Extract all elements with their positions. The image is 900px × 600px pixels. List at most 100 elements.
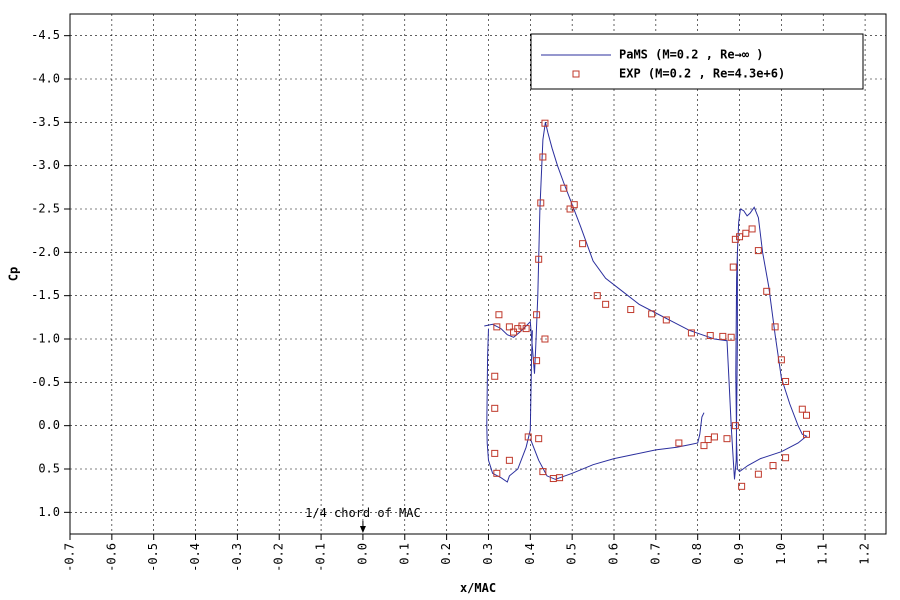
- exp-marker: [754, 470, 762, 478]
- exp-marker: [602, 300, 610, 308]
- y-tick-label: -0.5: [31, 375, 60, 389]
- x-tick-label: 0.8: [690, 543, 704, 565]
- exp-marker: [731, 422, 739, 430]
- x-tick-label: 1.2: [858, 543, 872, 565]
- exp-marker: [539, 153, 547, 161]
- x-tick-label: 0.0: [355, 543, 369, 565]
- exp-marker: [719, 332, 727, 340]
- exp-marker: [777, 356, 785, 364]
- exp-marker: [662, 316, 670, 324]
- exp-marker: [493, 469, 501, 477]
- exp-marker: [493, 323, 501, 331]
- y-axis-title: Cp: [7, 267, 21, 281]
- exp-marker: [748, 225, 756, 233]
- exp-marker: [505, 323, 513, 331]
- exp-marker: [706, 332, 714, 340]
- exp-marker: [533, 357, 541, 365]
- exp-marker: [675, 439, 683, 447]
- x-tick-label: 0.4: [523, 543, 537, 565]
- x-tick-label: -0.4: [188, 543, 202, 572]
- exp-marker: [782, 377, 790, 385]
- x-tick-label: 0.1: [397, 543, 411, 565]
- x-tick-label: -0.1: [314, 543, 328, 572]
- exp-marker: [549, 475, 557, 483]
- exp-marker: [491, 449, 499, 457]
- exp-marker: [704, 436, 712, 444]
- x-tick-label: 1.0: [774, 543, 788, 565]
- exp-marker: [541, 119, 549, 127]
- exp-marker: [771, 323, 779, 331]
- exp-marker: [723, 435, 731, 443]
- exp-marker: [579, 240, 587, 248]
- legend-marker-swatch: [572, 70, 580, 78]
- x-tick-label: -0.2: [272, 543, 286, 572]
- exp-marker: [802, 411, 810, 419]
- exp-marker: [782, 454, 790, 462]
- exp-marker: [729, 263, 737, 271]
- x-tick-label: 0.5: [565, 543, 579, 565]
- legend-box: [530, 33, 864, 90]
- exp-marker: [533, 311, 541, 319]
- exp-marker: [802, 430, 810, 438]
- x-tick-label: 0.3: [481, 543, 495, 565]
- y-tick-label: 1.0: [38, 505, 60, 519]
- annotation-arrow-head: [359, 526, 366, 533]
- x-tick-label: 0.6: [607, 543, 621, 565]
- exp-marker: [495, 311, 503, 319]
- x-tick-label: -0.5: [146, 543, 160, 572]
- exp-marker: [700, 442, 708, 450]
- exp-marker: [727, 333, 735, 341]
- legend-label-pams: PaMS (M=0.2 , Re→∞ ): [619, 48, 764, 62]
- exp-marker: [566, 205, 574, 213]
- exp-marker: [570, 201, 578, 209]
- pams-line-segment: [529, 412, 705, 480]
- y-tick-label: -4.0: [31, 72, 60, 86]
- exp-marker: [522, 325, 530, 333]
- y-tick-label: -1.0: [31, 332, 60, 346]
- exp-marker: [524, 433, 532, 441]
- y-tick-label: -2.5: [31, 202, 60, 216]
- x-tick-label: -0.7: [63, 543, 77, 572]
- exp-marker: [798, 405, 806, 413]
- exp-marker: [535, 435, 543, 443]
- plot-frame: [69, 13, 887, 535]
- series-layer: [484, 119, 810, 490]
- exp-marker: [742, 229, 750, 237]
- pams-line-segment: [484, 122, 808, 480]
- annotation-label: 1/4 chord of MAC: [305, 506, 421, 520]
- x-tick-label: -0.3: [230, 543, 244, 572]
- exp-marker: [535, 255, 543, 263]
- y-tick-label: -4.5: [31, 28, 60, 42]
- pams-line-segment: [486, 328, 533, 483]
- legend-label-exp: EXP (M=0.2 , Re=4.3e+6): [619, 67, 785, 81]
- exp-marker: [763, 287, 771, 295]
- axes: -0.7 -0.6 -0.5 -0.4 -0.3 -0.2 -0.1 0.0 0.1 0.2 0.3…: [7, 13, 887, 595]
- exp-marker: [539, 468, 547, 476]
- exp-marker: [537, 199, 545, 207]
- x-tick-label: -0.6: [104, 543, 118, 572]
- x-tick-label: 0.7: [648, 543, 662, 565]
- exp-marker: [491, 404, 499, 412]
- exp-marker: [738, 482, 746, 490]
- x-axis-title: x/MAC: [460, 581, 496, 595]
- y-tick-label: -1.5: [31, 288, 60, 302]
- exp-marker: [627, 306, 635, 314]
- y-tick-label: 0.5: [38, 462, 60, 476]
- x-tick-label: 0.2: [439, 543, 453, 565]
- y-tick-label: -3.0: [31, 158, 60, 172]
- x-tick-label: 0.9: [732, 543, 746, 565]
- exp-marker: [687, 329, 695, 337]
- y-tick-label: 0.0: [38, 418, 60, 432]
- x-tick-label: 1.1: [816, 543, 830, 565]
- legend: PaMS (M=0.2 , Re→∞ ) EXP (M=0.2 , Re=4.3e…: [530, 33, 864, 90]
- y-tick-label: -2.0: [31, 245, 60, 259]
- exp-marker: [754, 247, 762, 255]
- exp-marker: [505, 456, 513, 464]
- exp-marker: [593, 292, 601, 300]
- annotation-layer: 1/4 chord of MAC: [305, 506, 421, 533]
- exp-marker: [648, 310, 656, 318]
- exp-marker: [560, 184, 568, 192]
- exp-marker: [541, 335, 549, 343]
